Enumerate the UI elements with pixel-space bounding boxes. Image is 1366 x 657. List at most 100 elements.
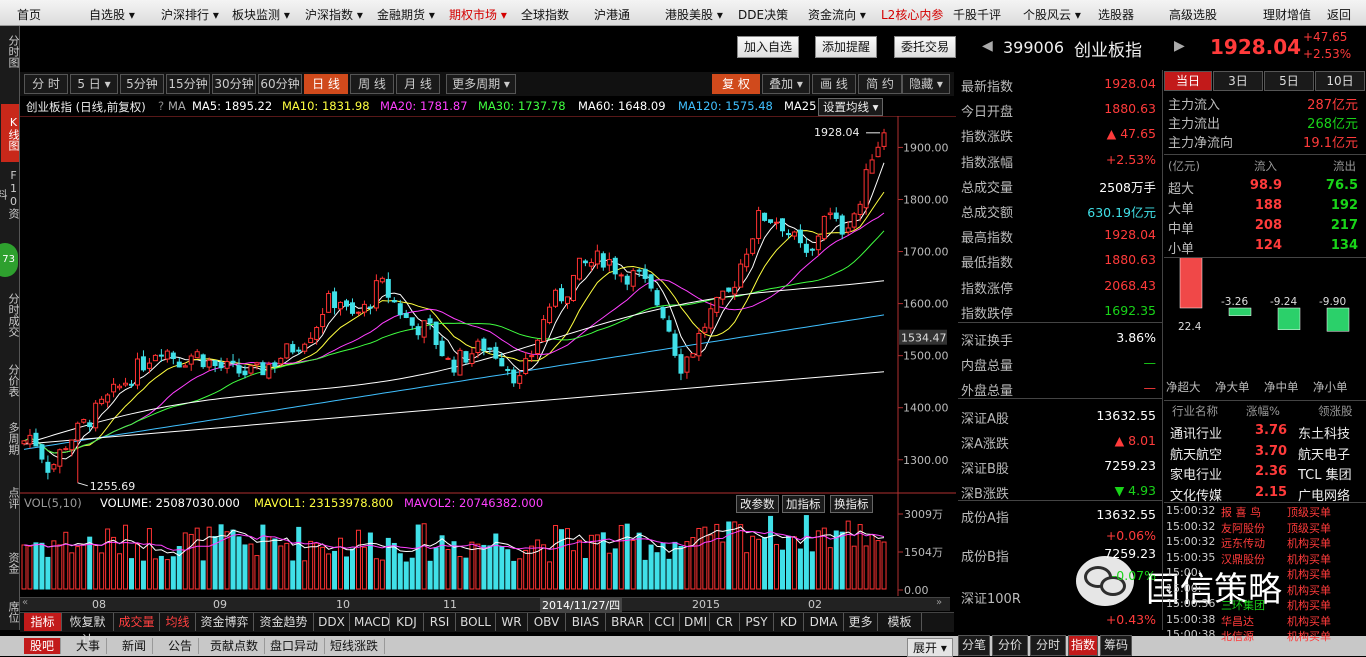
leftbar-tab-0[interactable]: 分时图 [7, 34, 20, 68]
period-tab-1[interactable]: 5 日 ▾ [70, 74, 118, 94]
industry-leader-1[interactable]: 航天电子 [1298, 447, 1351, 463]
topmenu-10[interactable]: DDE决策 [738, 8, 789, 22]
topmenu-16[interactable]: 高级选股 [1169, 8, 1218, 22]
tool-tab-3[interactable]: 简 约 [858, 74, 902, 94]
next-stock-icon[interactable]: ▶ [1174, 38, 1185, 54]
bottom-right-tab-1[interactable]: 分价 [992, 635, 1028, 656]
bottom-tab-3[interactable]: 公告 [162, 638, 200, 654]
industry-leader-3[interactable]: 广电网络 [1298, 488, 1351, 504]
indicator-tab-19[interactable]: KD [774, 613, 804, 631]
indicator-tab-13[interactable]: BIAS [566, 613, 606, 631]
topmenu-13[interactable]: 千股千评 [953, 8, 1002, 22]
trade-stock-8[interactable]: 北信源 [1221, 630, 1254, 643]
tool-tab-0[interactable]: 复 权 [712, 74, 760, 94]
period-tab-5[interactable]: 60分钟 [258, 74, 302, 94]
topmenu-6[interactable]: 期权市场 ▾ [449, 8, 507, 22]
indicator-tab-0[interactable]: 指标 [24, 613, 62, 631]
indicator-tab-14[interactable]: BRAR [606, 613, 650, 631]
period-tab-3[interactable]: 15分钟 [166, 74, 210, 94]
bottom-tab-5[interactable]: 盘口异动 [264, 638, 326, 654]
ma-settings-button[interactable]: 设置均线 ▾ [818, 98, 884, 116]
tool-tab-2[interactable]: 画 线 [812, 74, 856, 94]
indicator-tab-5[interactable]: 资金趋势 [254, 613, 314, 631]
trade-stock-3[interactable]: 汉鼎股份 [1221, 552, 1265, 566]
flow-tab-2[interactable]: 5日 [1264, 71, 1314, 91]
add-alert-button[interactable]: 添加提醒 [815, 36, 878, 58]
bottom-tab-2[interactable]: 新闻 [116, 638, 154, 654]
trade-stock-6[interactable]: 三环集团 [1221, 599, 1265, 612]
period-tab-0[interactable]: 分 时 [24, 74, 68, 94]
topmenu-14[interactable]: 个股风云 ▾ [1023, 8, 1081, 22]
topmenu-9[interactable]: 港股美股 ▾ [665, 8, 723, 22]
industry-name-2[interactable]: 家电行业 [1170, 468, 1223, 483]
indicator-tab-7[interactable]: MACD [350, 613, 390, 631]
indicator-tab-2[interactable]: 成交量 [114, 613, 160, 631]
topmenu-15[interactable]: 选股器 [1098, 8, 1135, 22]
period-tab-4[interactable]: 30分钟 [212, 74, 256, 94]
indicator-tab-8[interactable]: KDJ [390, 613, 424, 631]
topmenu-12[interactable]: L2核心内参 [881, 8, 944, 22]
period-tab-8[interactable]: 月 线 [396, 74, 440, 94]
bottom-right-tab-3[interactable]: 指数 [1068, 635, 1098, 656]
indicator-tab-1[interactable]: 恢复默认 [62, 613, 114, 647]
help-icon[interactable]: ? [158, 99, 165, 113]
indicator-tab-9[interactable]: RSI [424, 613, 456, 631]
scroll-left-icon[interactable]: « [22, 597, 29, 608]
industry-leader-2[interactable]: TCL 集团 [1298, 468, 1352, 483]
bottom-tab-4[interactable]: 贡献点数 [204, 638, 266, 654]
period-tab-9[interactable]: 更多周期 ▾ [446, 74, 516, 94]
vol-button-2[interactable]: 换指标 [830, 495, 873, 513]
leftbar-tab-7[interactable]: 资金 [7, 552, 20, 574]
indicator-tab-12[interactable]: OBV [528, 613, 566, 631]
chart-scrollbar[interactable] [20, 597, 950, 611]
indicator-tab-16[interactable]: DMI [680, 613, 710, 631]
leftbar-tab-6[interactable]: 点评 [7, 487, 20, 509]
topmenu-2[interactable]: 沪深排行 ▾ [161, 8, 219, 22]
period-tab-2[interactable]: 5分钟 [120, 74, 164, 94]
flow-tab-1[interactable]: 3日 [1213, 71, 1263, 91]
industry-name-1[interactable]: 航天航空 [1170, 447, 1223, 463]
leftbar-tab-3[interactable]: 分时成交 [7, 293, 20, 337]
bottom-right-tab-2[interactable]: 分时 [1030, 635, 1066, 656]
trade-stock-0[interactable]: 报 喜 鸟 [1221, 506, 1261, 519]
topmenu-3[interactable]: 板块监测 ▾ [232, 8, 290, 22]
bottom-right-tab-4[interactable]: 筹码 [1100, 635, 1132, 656]
trade-stock-7[interactable]: 华昌达 [1221, 614, 1254, 628]
bottom-tab-1[interactable]: 大事 [70, 638, 108, 654]
leftbar-tab-5[interactable]: 多周期 [7, 421, 20, 455]
topmenu-17[interactable]: 理财增值 [1263, 8, 1312, 22]
flow-tab-0[interactable]: 当日 [1164, 71, 1212, 91]
trade-button[interactable]: 委托交易 [894, 36, 957, 58]
expand-button[interactable]: 展开 ▾ [907, 638, 953, 657]
topmenu-8[interactable]: 沪港通 [594, 8, 631, 22]
indicator-tab-20[interactable]: DMA [804, 613, 844, 631]
leftbar-tab-1[interactable]: K线图 [1, 104, 20, 162]
indicator-tab-6[interactable]: DDX [314, 613, 350, 631]
topmenu-7[interactable]: 全球指数 [521, 8, 570, 22]
period-tab-7[interactable]: 周 线 [350, 74, 394, 94]
prev-stock-icon[interactable]: ◀ [982, 38, 993, 54]
tool-tab-1[interactable]: 叠加 ▾ [762, 74, 810, 94]
topmenu-4[interactable]: 沪深指数 ▾ [305, 8, 363, 22]
indicator-tab-10[interactable]: BOLL [456, 613, 496, 631]
floating-badge[interactable]: 73 [0, 243, 18, 277]
add-watchlist-button[interactable]: 加入自选 [737, 36, 800, 58]
leftbar-tab-2[interactable]: F10资料 [0, 169, 20, 219]
bottom-tab-6[interactable]: 短线涨跌 [324, 638, 386, 654]
indicator-tab-17[interactable]: CR [710, 613, 740, 631]
industry-name-3[interactable]: 文化传媒 [1170, 488, 1223, 504]
indicator-tab-21[interactable]: 更多 [844, 613, 878, 631]
leftbar-tab-8[interactable]: 席位 [7, 601, 20, 623]
scroll-right-icon[interactable]: » [936, 597, 943, 608]
indicator-tab-22[interactable]: 模板 [878, 613, 922, 631]
indicator-tab-18[interactable]: PSY [740, 613, 774, 631]
tool-tab-4[interactable]: 隐藏 ▾ [902, 74, 950, 94]
industry-leader-0[interactable]: 东土科技 [1298, 427, 1351, 442]
indicator-tab-4[interactable]: 资金博弈 [196, 613, 254, 631]
bottom-right-tab-0[interactable]: 分笔 [958, 635, 990, 656]
vol-button-0[interactable]: 改参数 [736, 495, 779, 513]
topmenu-18[interactable]: 返回 [1327, 8, 1352, 22]
vol-button-1[interactable]: 加指标 [782, 495, 825, 513]
topmenu-5[interactable]: 金融期货 ▾ [377, 8, 435, 22]
bottom-tab-0[interactable]: 股吧 [24, 638, 62, 654]
